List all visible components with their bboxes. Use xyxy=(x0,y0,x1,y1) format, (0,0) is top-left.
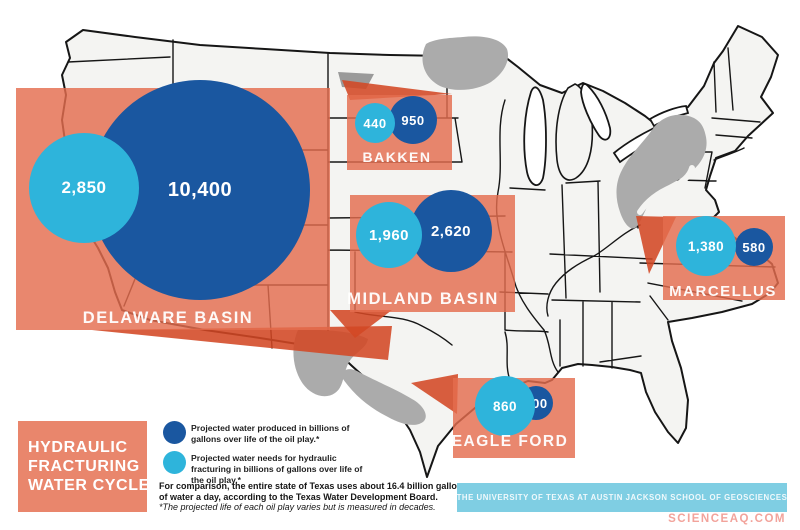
title-line-1: HYDRAULIC xyxy=(28,439,128,456)
infographic-title: HYDRAULIC FRACTURING WATER CYCLE xyxy=(28,438,150,495)
delaware-basin-label: DELAWARE BASIN xyxy=(82,309,254,327)
lake-michigan xyxy=(523,86,547,186)
bakken-produced-value: 950 xyxy=(401,112,425,128)
credit-text: THE UNIVERSITY OF TEXAS AT AUSTIN JACKSO… xyxy=(456,493,788,502)
title-line-3: WATER CYCLE xyxy=(28,477,150,494)
produced-legend-dot xyxy=(163,421,186,444)
needs-legend-dot xyxy=(163,451,186,474)
delaware-produced-value: 10,400 xyxy=(167,178,233,201)
midland-produced-bubble: 2,620 xyxy=(410,190,492,272)
midland-needs-bubble: 1,960 xyxy=(356,202,422,268)
eagle-ford-needs-value: 860 xyxy=(492,398,518,414)
delaware-needs-value: 2,850 xyxy=(61,178,107,197)
delaware-pointer xyxy=(92,326,392,360)
marcellus-produced-bubble: 580 xyxy=(735,228,773,266)
note-line-1: For comparison, the entire state of Texa… xyxy=(159,481,468,491)
needs-legend-label: Projected water needs for hydraulic frac… xyxy=(191,453,363,485)
marcellus-produced-value: 580 xyxy=(742,239,766,255)
marcellus-shale-region xyxy=(616,114,707,229)
produced-legend-label: Projected water produced in billions of … xyxy=(191,423,350,444)
midland-pointer xyxy=(330,310,392,338)
eagle-ford-needs-bubble: 860 xyxy=(475,376,535,436)
midland-produced-value: 2,620 xyxy=(430,222,472,240)
midland-basin-label: MIDLAND BASIN xyxy=(347,290,499,308)
note-line-3: *The projected life of each oil play var… xyxy=(159,502,436,513)
eagle-ford-shale-region xyxy=(341,369,426,425)
midland-needs-value: 1,960 xyxy=(368,226,410,244)
eagle-ford-pointer xyxy=(411,374,458,414)
marcellus-needs-value: 1,380 xyxy=(687,238,725,254)
bakken-label: BAKKEN xyxy=(362,149,432,165)
delaware-needs-bubble: 2,850 xyxy=(29,133,139,243)
lake-huron xyxy=(580,83,612,141)
eagle-ford-label: EAGLE FORD xyxy=(451,433,569,450)
title-box xyxy=(18,421,147,512)
marcellus-shale-hook xyxy=(637,165,695,215)
marcellus-needs-bubble: 1,380 xyxy=(676,216,736,276)
watermark-text: SCIENCEAQ.COM xyxy=(668,513,786,525)
bakken-produced-bubble: 950 xyxy=(389,96,437,144)
credit-bar: THE UNIVERSITY OF TEXAS AT AUSTIN JACKSO… xyxy=(457,483,787,512)
bakken-needs-value: 440 xyxy=(363,115,387,131)
note-line-2: of water a day, according to the Texas W… xyxy=(159,491,438,502)
comparison-note: For comparison, the entire state of Texa… xyxy=(159,481,467,513)
title-line-2: FRACTURING xyxy=(28,458,140,475)
bakken-needs-bubble: 440 xyxy=(355,103,395,143)
bakken-shale-region xyxy=(422,36,509,90)
marcellus-label: MARCELLUS xyxy=(669,283,777,300)
